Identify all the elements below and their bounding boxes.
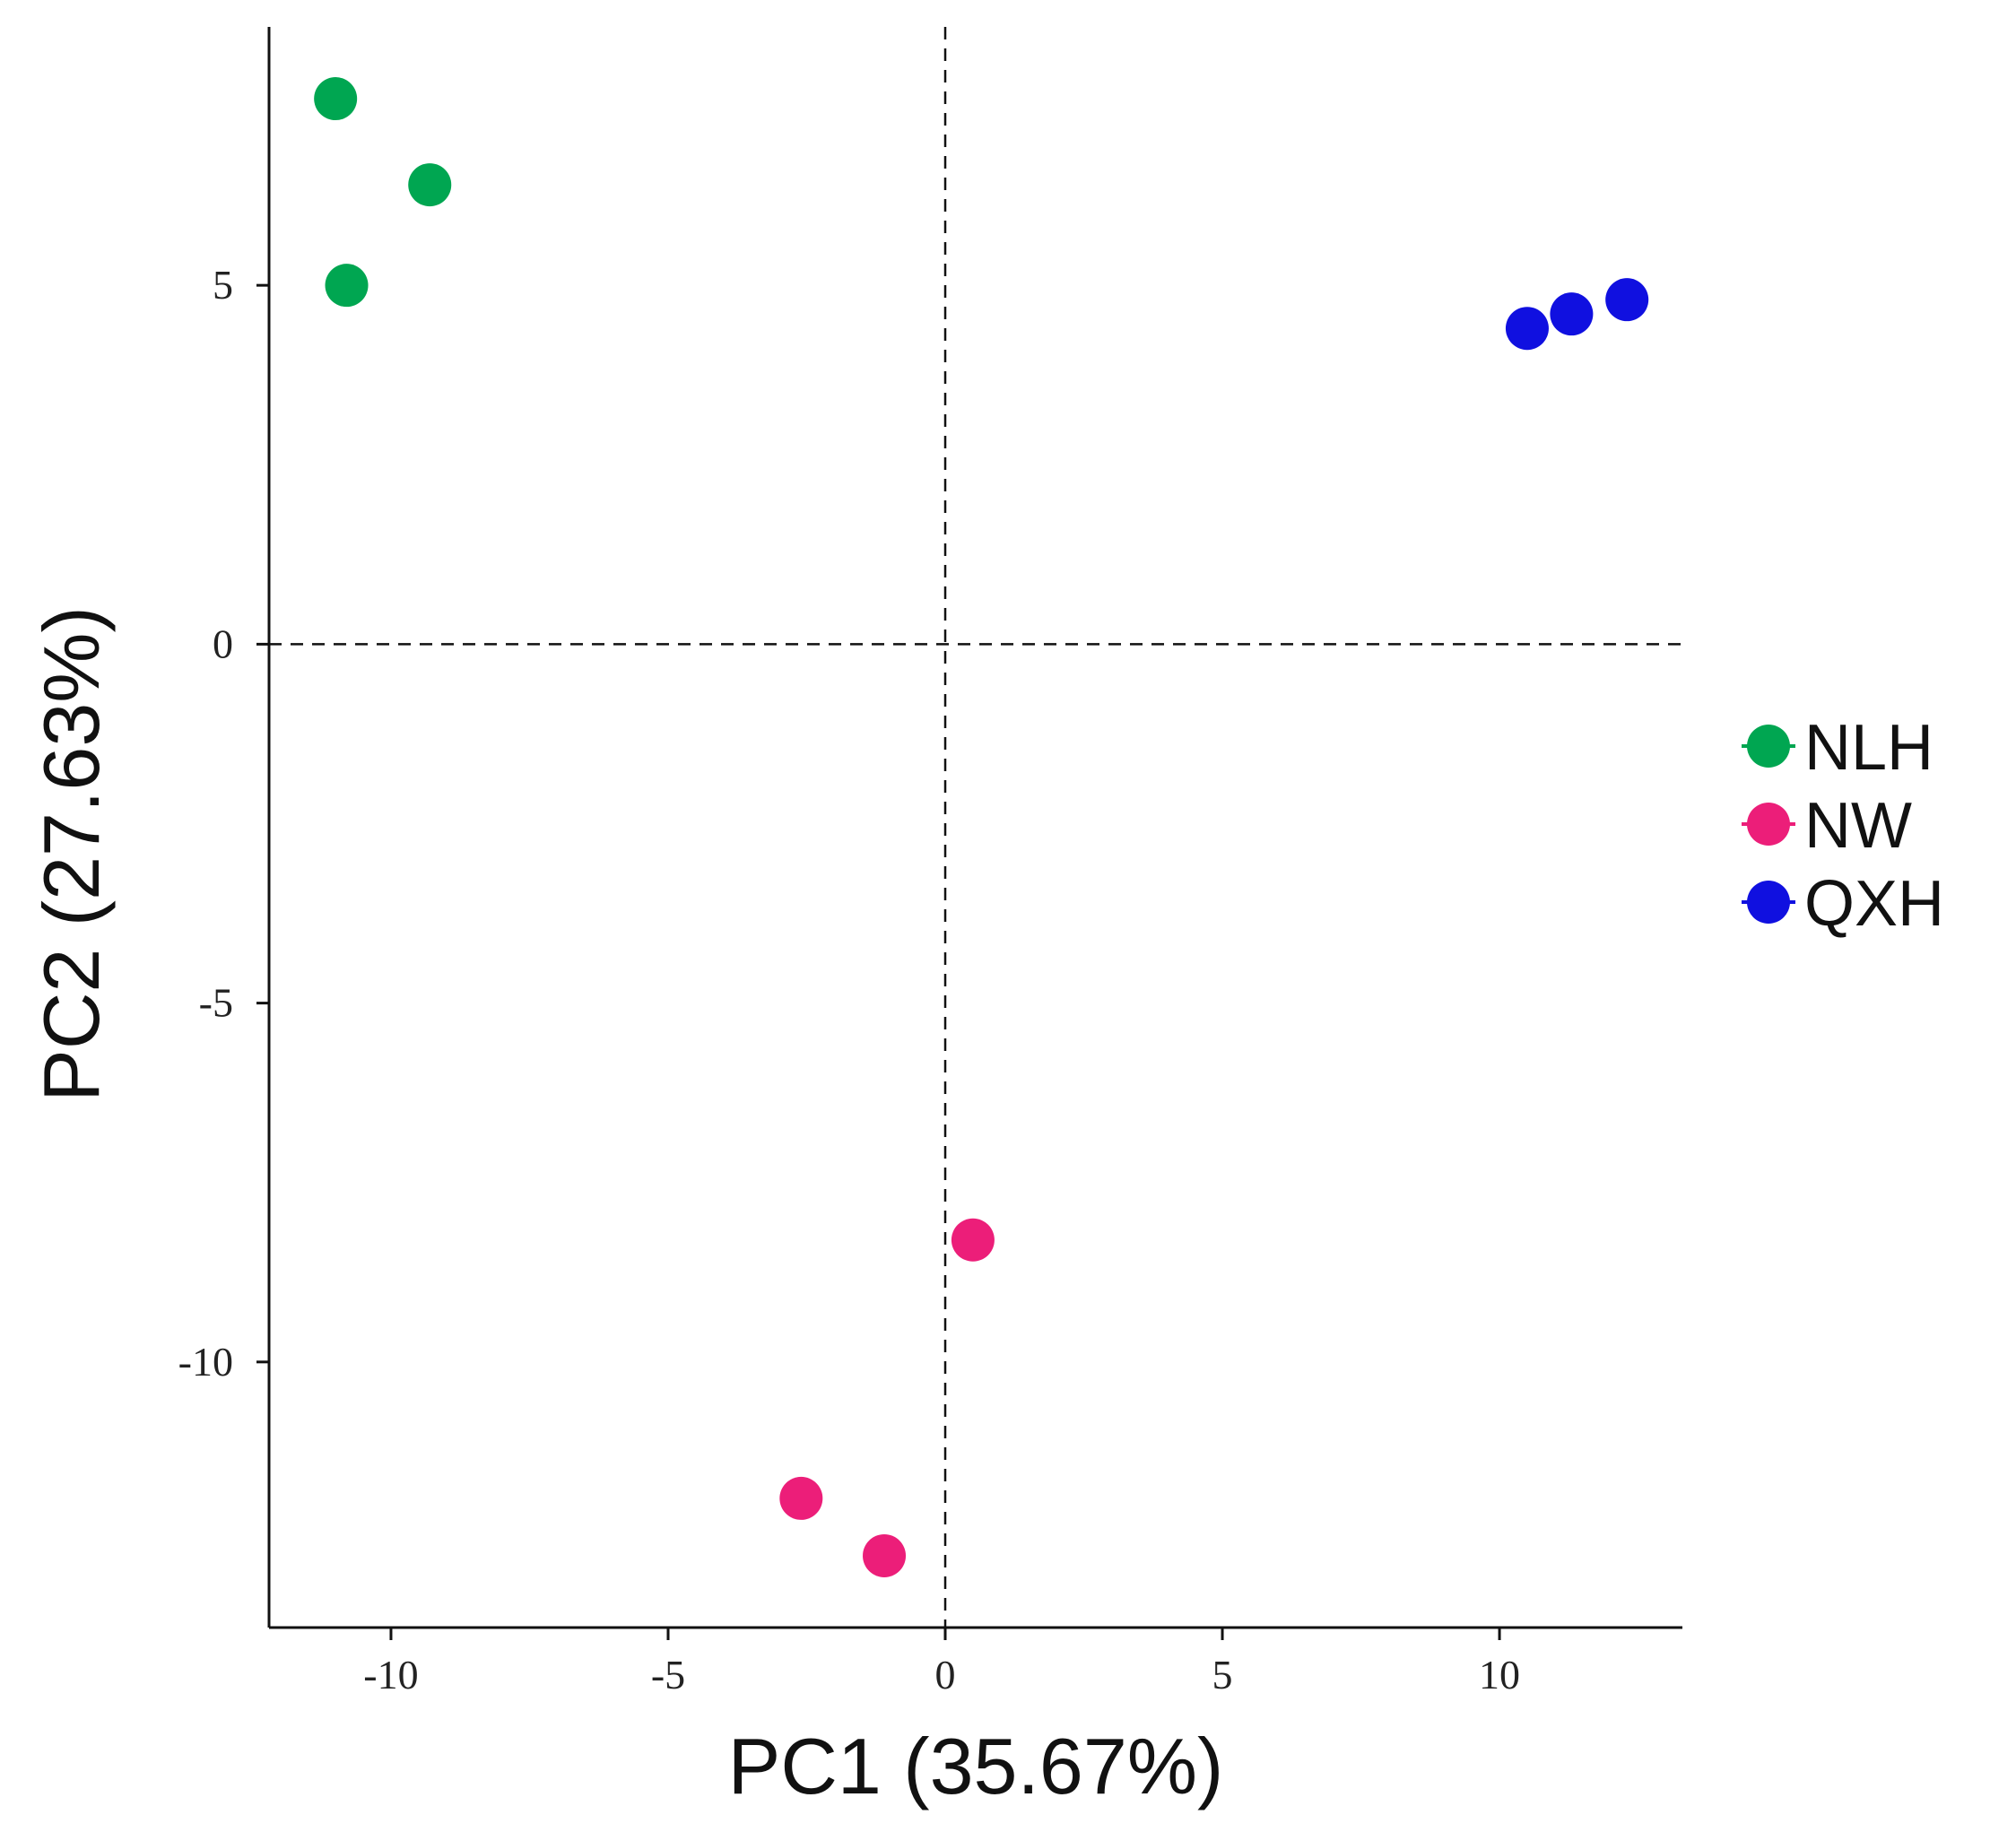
x-tick-label: -10 [363,1652,418,1697]
legend-label: QXH [1804,868,1944,940]
legend-marker [1747,881,1790,924]
legend-marker [1747,803,1790,846]
reference-lines [269,27,1682,1628]
legend-item-nw: NW [1742,790,1912,862]
y-axis-title: PC2 (27.63%) [27,606,116,1102]
x-tick-label: 0 [935,1652,956,1697]
point-nw [863,1533,907,1577]
y-tick-label: -5 [199,980,233,1026]
point-nlh [314,77,358,121]
data-points [314,77,1649,1577]
legend-item-qxh: QXH [1742,868,1944,940]
point-qxh [1550,292,1594,336]
x-tick-label: -5 [651,1652,685,1697]
point-qxh [1605,278,1649,322]
point-nw [951,1218,995,1262]
point-nw [779,1476,823,1520]
axes [267,27,1682,1629]
y-tick-label: -10 [178,1339,233,1385]
ticks: -10 -5 0 5 10 5 0 -5 -10 [178,262,1520,1697]
point-nlh [408,163,452,207]
legend-label: NW [1804,790,1912,862]
point-qxh [1505,307,1549,351]
y-tick-label: 0 [213,621,233,666]
x-tick-label: 10 [1479,1652,1520,1697]
y-tick-label: 5 [213,262,233,308]
legend-item-nlh: NLH [1742,712,1933,784]
legend-marker [1747,725,1790,768]
point-nlh [325,264,369,308]
x-axis-title: PC1 (35.67%) [728,1722,1224,1810]
x-tick-label: 5 [1212,1652,1233,1697]
legend-label: NLH [1804,712,1933,784]
